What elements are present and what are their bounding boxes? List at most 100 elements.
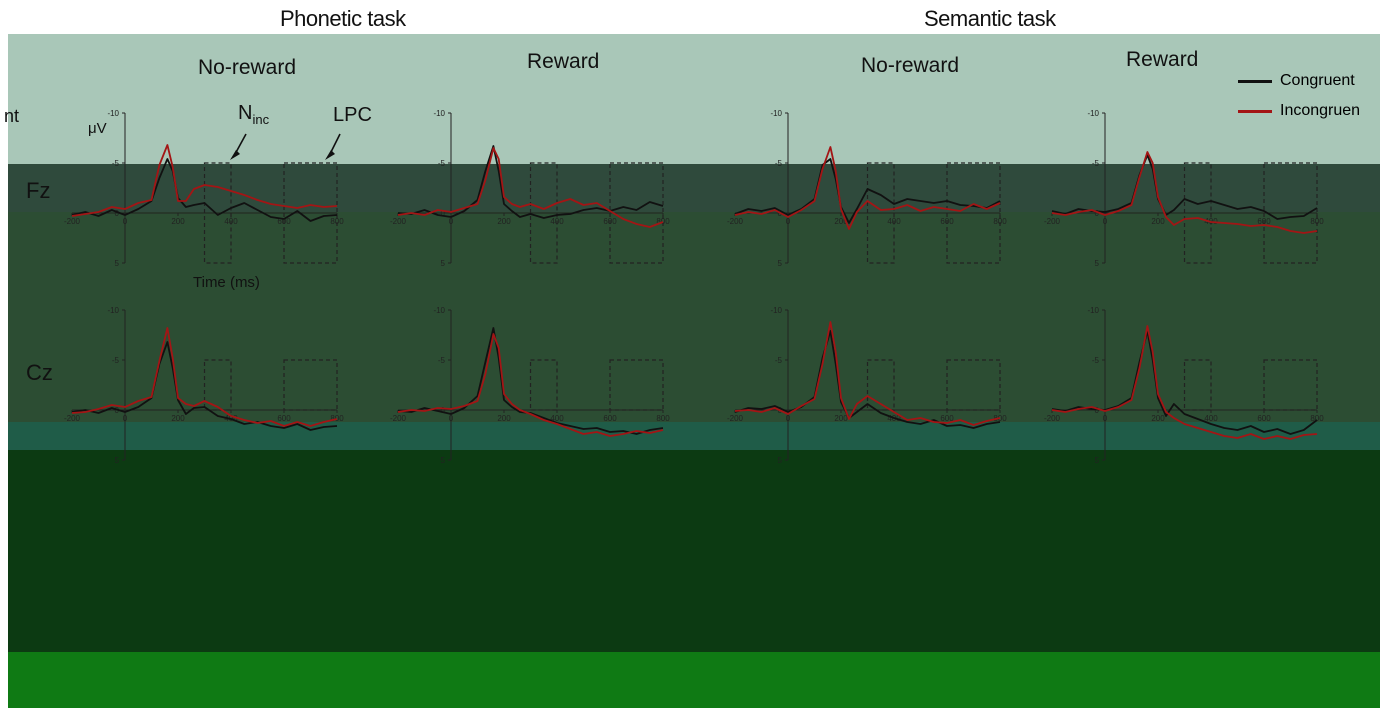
y-tick-label-fz-3-2: 0 (1095, 209, 1100, 218)
roi-box-n-inc-cz-3 (1183, 359, 1212, 411)
y-tick-label-fz-0-2: 0 (115, 209, 120, 218)
x-tick-label-cz-2-1: 0 (786, 414, 791, 423)
series-congruent-cz-1 (397, 327, 664, 435)
lpc-arrow-head (325, 150, 335, 160)
y-tick-label-cz-1-1: -5 (438, 356, 446, 365)
y-tick-label-cz-0-1: -5 (112, 356, 120, 365)
y-tick-label-fz-3-1: -5 (1092, 159, 1100, 168)
roi-box-n-inc-cz-1 (529, 359, 558, 411)
series-incongruent-fz-1 (397, 147, 664, 228)
y-tick-label-cz-1-2: 0 (441, 406, 446, 415)
legend-label-incongruent: Incongruen (1280, 102, 1361, 119)
x-tick-label-cz-1-2: 200 (497, 414, 511, 423)
roi-box-lpc-fz-2 (946, 162, 1001, 264)
y-tick-label-fz-2-3: 5 (778, 259, 783, 268)
y-tick-label-cz-2-1: -5 (775, 356, 783, 365)
background-band-fz (8, 164, 1380, 212)
x-tick-label-cz-2-5: 800 (993, 414, 1007, 423)
roi-box-lpc-cz-1 (609, 359, 664, 411)
x-tick-label-fz-0-1: 0 (123, 217, 128, 226)
x-tick-label-fz-3-5: 800 (1310, 217, 1324, 226)
x-tick-label-fz-3-2: 200 (1151, 217, 1165, 226)
x-tick-label-cz-0-0: -200 (64, 414, 81, 423)
y-tick-label-cz-3-1: -5 (1092, 356, 1100, 365)
x-tick-label-cz-3-2: 200 (1151, 414, 1165, 423)
x-tick-label-fz-2-2: 200 (834, 217, 848, 226)
y-tick-label-cz-3-0: -10 (1087, 306, 1099, 315)
x-tick-label-cz-3-0: -200 (1044, 414, 1061, 423)
background-band-bottom (8, 652, 1380, 708)
task-title-semantic: Semantic task (924, 6, 1056, 31)
condition-title-phonetic-no-reward: No-reward (198, 56, 297, 79)
x-tick-label-cz-0-2: 200 (171, 414, 185, 423)
x-tick-label-fz-1-2: 200 (497, 217, 511, 226)
series-congruent-cz-2 (734, 330, 1001, 429)
cut-left-label: nt (4, 106, 20, 126)
x-tick-label-fz-1-1: 0 (449, 217, 454, 226)
legend-swatch-incongruent (1238, 109, 1272, 113)
roi-box-lpc-fz-3 (1263, 162, 1318, 264)
series-incongruent-cz-3 (1051, 325, 1318, 440)
roi-box-n-inc-fz-1 (529, 162, 558, 264)
row-label-fz: Fz (26, 178, 51, 203)
condition-title-semantic-reward: Reward (1126, 48, 1199, 71)
x-tick-label-cz-0-5: 800 (330, 414, 344, 423)
y-tick-label-cz-2-3: 5 (778, 456, 783, 465)
series-incongruent-cz-1 (397, 333, 664, 437)
roi-box-n-inc-fz-0 (203, 162, 232, 264)
x-tick-label-cz-3-1: 0 (1103, 414, 1108, 423)
y-tick-label-fz-3-0: -10 (1087, 109, 1099, 118)
y-tick-label-fz-1-1: -5 (438, 159, 446, 168)
legend-label-congruent: Congruent (1280, 72, 1355, 89)
row-label-cz: Cz (26, 360, 53, 385)
roi-box-lpc-fz-1 (609, 162, 664, 264)
y-tick-label-fz-0-0: -10 (107, 109, 119, 118)
roi-box-lpc-fz-0 (283, 162, 338, 264)
x-tick-label-fz-1-0: -200 (390, 217, 407, 226)
series-congruent-fz-0 (71, 158, 338, 222)
x-axis-label: Time (ms) (193, 274, 260, 291)
x-tick-label-fz-0-0: -200 (64, 217, 81, 226)
series-incongruent-fz-2 (734, 146, 1001, 230)
x-tick-label-cz-1-3: 400 (550, 414, 564, 423)
x-tick-label-cz-0-1: 0 (123, 414, 128, 423)
series-incongruent-fz-0 (71, 144, 338, 217)
legend-item-incongruent: Incongruen (1238, 102, 1360, 120)
x-tick-label-cz-1-5: 800 (656, 414, 670, 423)
x-tick-label-fz-3-1: 0 (1103, 217, 1108, 226)
x-tick-label-cz-1-4: 600 (603, 414, 617, 423)
y-tick-label-fz-0-3: 5 (115, 259, 120, 268)
x-tick-label-fz-3-0: -200 (1044, 217, 1061, 226)
y-tick-label-fz-1-2: 0 (441, 209, 446, 218)
background-band-strip (8, 422, 1380, 450)
series-congruent-fz-1 (397, 145, 664, 219)
condition-title-semantic-no-reward: No-reward (861, 54, 960, 77)
x-tick-label-fz-0-2: 200 (171, 217, 185, 226)
x-tick-label-cz-2-0: -200 (727, 414, 744, 423)
y-unit-label: μV (88, 120, 107, 137)
series-incongruent-cz-2 (734, 321, 1001, 426)
condition-title-phonetic-reward: Reward (527, 50, 600, 73)
roi-box-n-inc-fz-3 (1183, 162, 1212, 264)
y-tick-label-fz-3-3: 5 (1095, 259, 1100, 268)
roi-box-n-inc-fz-2 (866, 162, 895, 264)
n-inc-label: Ninc (238, 102, 269, 127)
series-congruent-cz-0 (71, 341, 338, 431)
series-congruent-fz-2 (734, 158, 1001, 224)
x-tick-label-cz-1-0: -200 (390, 414, 407, 423)
series-incongruent-cz-0 (71, 327, 338, 427)
lpc-label: LPC (333, 104, 372, 126)
n-inc-arrow-head (230, 150, 240, 160)
y-tick-label-cz-3-3: 5 (1095, 456, 1100, 465)
y-tick-label-fz-2-1: -5 (775, 159, 783, 168)
y-tick-label-cz-1-3: 5 (441, 456, 446, 465)
x-tick-label-cz-1-1: 0 (449, 414, 454, 423)
y-tick-label-fz-1-0: -10 (433, 109, 445, 118)
y-tick-label-fz-2-0: -10 (770, 109, 782, 118)
x-tick-label-fz-1-5: 800 (656, 217, 670, 226)
task-title-phonetic: Phonetic task (280, 6, 406, 31)
series-congruent-fz-3 (1051, 154, 1318, 220)
series-incongruent-fz-3 (1051, 151, 1318, 234)
